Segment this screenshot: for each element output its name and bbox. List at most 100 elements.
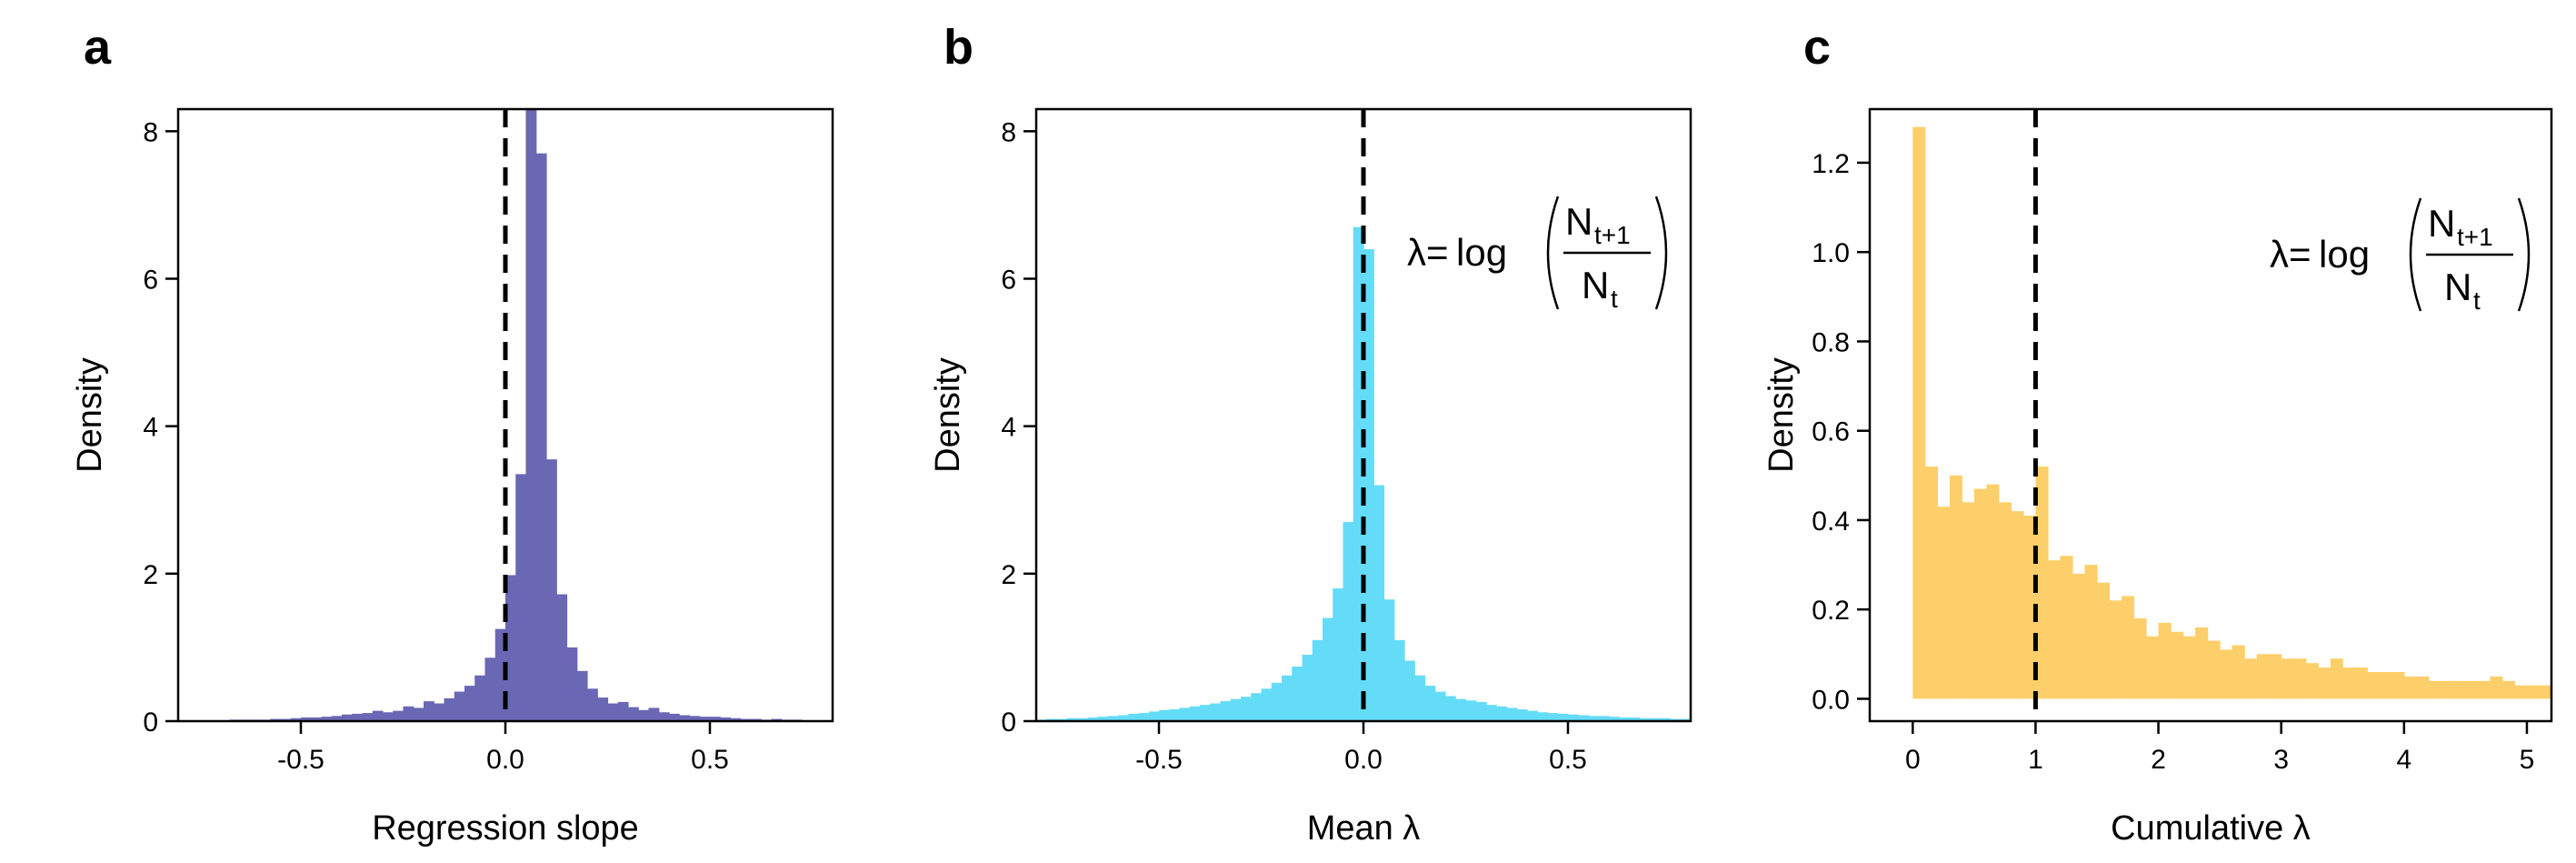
histogram-bar: [1251, 693, 1263, 721]
histogram-bar: [2109, 600, 2122, 699]
x-tick-label: 0.0: [1344, 745, 1383, 775]
x-tick-label: 0: [1905, 745, 1921, 775]
histogram-bar: [1924, 466, 1938, 699]
x-tick-label: 0.5: [1549, 745, 1587, 775]
histogram-bar: [2133, 618, 2147, 699]
histogram-bar: [2022, 516, 2037, 699]
histogram-bar: [679, 715, 691, 721]
histogram-bar: [2035, 466, 2049, 699]
y-tick-label: 2: [143, 560, 158, 590]
histogram-bar: [2305, 663, 2319, 699]
histogram-bar: [464, 686, 475, 721]
histogram-bar: [2490, 676, 2503, 699]
histogram-bar: [1353, 226, 1364, 721]
histogram-bar: [576, 670, 588, 721]
histogram-bar: [658, 712, 670, 721]
histogram-bar: [1383, 599, 1395, 721]
histogram-bar: [1537, 712, 1549, 721]
histogram-bar: [730, 717, 742, 721]
histogram-bar: [2158, 622, 2172, 699]
formula-left-paren: [1546, 196, 1560, 310]
histogram-bar: [1271, 682, 1283, 721]
formula-right-paren: [1654, 196, 1668, 310]
histogram-bar: [352, 713, 364, 721]
histogram-bar: [1660, 717, 1672, 721]
histogram-bar: [1343, 522, 1354, 721]
x-axis-label: Regression slope: [372, 809, 639, 848]
histogram-bar: [2220, 649, 2233, 699]
histogram-bar: [2416, 676, 2430, 699]
histogram-bar: [311, 717, 323, 721]
histogram-bar: [2465, 680, 2479, 699]
histogram-bar: [2047, 560, 2062, 699]
histogram-bar: [1404, 660, 1415, 721]
panel-letter: a: [84, 20, 112, 75]
x-tick-label: 4: [2396, 745, 2411, 775]
histogram-bar: [383, 712, 394, 721]
plot-frame: [1868, 107, 2553, 723]
histogram-bar: [1169, 709, 1181, 721]
histogram-bar: [1516, 709, 1528, 721]
histogram-bar: [1578, 715, 1590, 721]
histogram-bar: [424, 701, 434, 721]
histogram-bar: [1414, 675, 1426, 721]
formula-denominator-subscript: t: [2473, 286, 2481, 315]
histogram-bar: [1282, 675, 1293, 721]
histogram-bar: [1312, 639, 1323, 721]
histogram-bar: [1210, 703, 1222, 721]
histogram-bars: [1036, 226, 1691, 721]
panel-a: a 0 2 4 6 8 -0.5 0.0 0.5 Density Regression slope: [71, 20, 834, 848]
x-axis-label: Mean λ: [1307, 809, 1421, 848]
histogram-bar: [1189, 706, 1201, 721]
y-tick-label: 2: [1001, 560, 1016, 590]
histogram-bar: [1373, 485, 1385, 721]
x-tick-label: -0.5: [1135, 745, 1183, 775]
histogram-bar: [1261, 688, 1273, 721]
histogram-bar: [372, 710, 384, 721]
y-tick-label: 0.6: [1812, 417, 1850, 447]
histogram-bar: [1200, 705, 1211, 721]
histogram-bar: [1087, 717, 1099, 721]
histogram-bar: [301, 717, 312, 721]
histogram-bar: [1302, 655, 1313, 721]
formula-numerator-subscript: t+1: [2457, 223, 2493, 251]
histogram-bar: [1937, 507, 1951, 699]
x-tick-label: 5: [2520, 745, 2535, 775]
histogram-bar: [1323, 617, 1333, 721]
x-tick-label: -0.5: [277, 745, 324, 775]
histogram-bar: [2122, 596, 2135, 699]
histogram-bar: [413, 707, 424, 721]
histogram-bar: [321, 717, 333, 721]
formula-left-paren: [2409, 197, 2422, 312]
x-tick-label: 1: [2028, 745, 2043, 775]
formula-numerator: N: [2428, 202, 2455, 245]
histogram-bar: [342, 714, 353, 721]
y-tick-label: 0.0: [1812, 685, 1850, 715]
y-axis-label: Density: [71, 357, 109, 473]
histogram-bar: [2072, 573, 2086, 699]
y-tick-label: 1.0: [1812, 238, 1850, 268]
histogram-bar: [2232, 645, 2245, 699]
y-tick-label: 4: [143, 413, 158, 443]
histogram-bar: [1557, 713, 1569, 721]
histogram-bar: [546, 459, 557, 721]
histogram-bar: [505, 575, 516, 721]
panel-letter: c: [1803, 20, 1831, 75]
y-tick-label: 0.4: [1812, 507, 1850, 537]
histogram-bar: [362, 713, 374, 721]
histogram-bar: [1241, 697, 1252, 721]
histogram-bar: [566, 647, 578, 721]
formula-log: log: [2319, 233, 2370, 276]
histogram-bar: [515, 474, 527, 721]
histogram-bar: [444, 697, 455, 721]
histogram-bar: [2354, 667, 2368, 699]
histogram-bar: [2428, 680, 2441, 699]
histogram-bar: [2281, 658, 2294, 699]
y-tick-label: 1.2: [1812, 149, 1850, 179]
formula-denominator: N: [2444, 266, 2471, 308]
formula-log: log: [1456, 231, 1507, 274]
formula-denominator-subscript: t: [1611, 285, 1618, 313]
